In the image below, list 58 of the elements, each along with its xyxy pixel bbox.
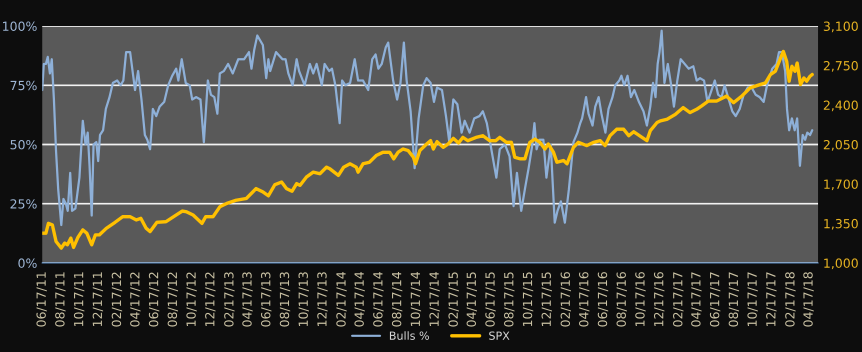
x-tick-label: 10/17/13 <box>298 272 309 326</box>
y-tick-label: 100% <box>3 22 37 31</box>
x-tick-label: 12/17/11 <box>92 272 104 326</box>
x-tick-label: 02/17/17 <box>673 272 684 327</box>
x-tick-label: 06/17/15 <box>485 272 496 327</box>
x-tick-label: 04/17/17 <box>691 272 702 327</box>
x-tick-label: 02/17/14 <box>336 272 347 327</box>
x-tick-label: 08/17/15 <box>504 272 514 327</box>
x-tick-label: 04/17/15 <box>466 272 477 327</box>
legend-label: Bulls % <box>390 331 429 340</box>
x-tick-label: 10/17/12 <box>186 272 197 326</box>
x-tick-label: 06/17/13 <box>261 272 272 327</box>
y2-tick-label: 2,050 <box>824 140 858 151</box>
x-tick-label: 08/17/13 <box>280 272 290 327</box>
x-tick-label: 02/17/16 <box>560 272 572 327</box>
y2-tick-label: 3,100 <box>824 22 858 32</box>
x-tick-label: 04/17/14 <box>354 272 365 327</box>
x-tick-label: 08/17/14 <box>392 272 402 327</box>
x-tick-label: 02/17/13 <box>224 272 235 327</box>
x-tick-label: 06/17/11 <box>36 272 47 327</box>
x-tick-label: 08/17/16 <box>616 272 627 327</box>
x-tick-label: 02/17/18 <box>785 272 796 327</box>
y2-tick-label: 2,400 <box>824 100 858 112</box>
x-tick-label: 04/17/13 <box>242 272 253 327</box>
x-tick-label: 04/17/12 <box>130 272 141 327</box>
x-tick-label: 12/17/17 <box>766 272 777 326</box>
y-tick-label: 25% <box>10 199 37 209</box>
x-tick-label: 10/17/17 <box>747 272 758 326</box>
x-tick-label: 08/17/11 <box>55 272 66 327</box>
y2-tick-label: 1,350 <box>824 218 858 230</box>
x-tick-label: 06/17/16 <box>598 272 608 327</box>
line-series <box>42 50 814 250</box>
legend-label: SPX <box>489 331 510 340</box>
x-tick-label: 06/17/17 <box>710 272 720 327</box>
x-tick-label: 10/17/16 <box>635 272 646 326</box>
x-tick-label: 04/17/16 <box>579 272 590 327</box>
x-tick-label: 08/17/12 <box>168 272 178 327</box>
x-tick-label: 12/17/16 <box>654 272 664 326</box>
y-tick-label: 75% <box>10 80 37 90</box>
x-tick-label: 12/17/12 <box>205 272 216 326</box>
x-tick-label: 06/17/12 <box>148 272 160 327</box>
x-tick-label: 02/17/15 <box>448 272 459 327</box>
y-tick-label: 50% <box>10 140 37 150</box>
y2-tick-label: 2,750 <box>824 61 858 72</box>
x-tick-label: 02/17/12 <box>112 272 122 327</box>
x-tick-label: 10/17/14 <box>410 272 422 326</box>
x-tick-label: 12/17/15 <box>542 272 552 326</box>
y-tick-label: 0% <box>18 258 37 268</box>
line-series <box>42 30 814 226</box>
x-tick-label: 04/17/18 <box>803 272 814 327</box>
y2-tick-label: 1,700 <box>824 179 858 190</box>
x-tick-label: 10/17/15 <box>522 272 534 326</box>
x-tick-label: 08/17/17 <box>728 272 740 327</box>
x-tick-label: 06/17/14 <box>373 272 384 327</box>
x-tick-label: 12/17/14 <box>429 272 440 326</box>
x-tick-label: 12/17/13 <box>317 272 328 326</box>
y2-tick-label: 1,000 <box>824 258 858 270</box>
x-tick-label: 10/17/11 <box>74 272 84 326</box>
